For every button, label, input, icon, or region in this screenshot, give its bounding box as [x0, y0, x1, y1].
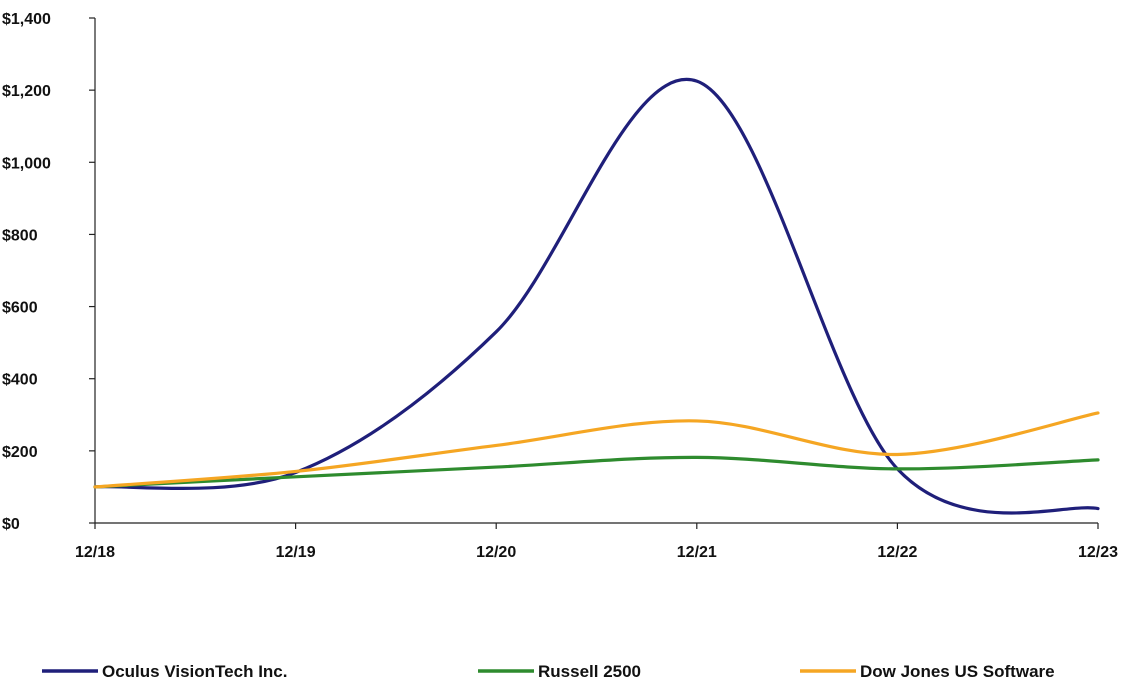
- x-tick-label: 12/18: [75, 544, 115, 561]
- series-line-3: [93, 411, 1100, 489]
- x-tick-label: 12/23: [1078, 544, 1118, 561]
- y-tick-label: $1,200: [2, 83, 51, 100]
- legend-label: Dow Jones US Software: [860, 662, 1055, 681]
- x-tick-label: 12/22: [877, 544, 917, 561]
- x-tick-label: 12/21: [677, 544, 717, 561]
- y-tick-label: $400: [2, 372, 38, 389]
- legend-label: Oculus VisionTech Inc.: [102, 662, 287, 681]
- x-tick-label: 12/20: [476, 544, 516, 561]
- legend-label: Russell 2500: [538, 662, 641, 681]
- series-lines: [93, 77, 1100, 515]
- y-axis-ticks: $0 $200 $400 $600 $800 $1,000 $1,200 $1,400: [2, 11, 95, 533]
- x-axis-ticks: 12/18 12/19 12/20 12/21 12/22 12/23: [75, 523, 1118, 561]
- y-tick-label: $200: [2, 444, 38, 461]
- y-tick-label: $600: [2, 300, 38, 317]
- y-tick-label: $800: [2, 227, 38, 244]
- y-tick-label: $1,000: [2, 155, 51, 172]
- legend: Oculus VisionTech Inc. Russell 2500 Dow Jo…: [42, 662, 1055, 681]
- series-line-2: [93, 455, 1100, 489]
- x-tick-label: 12/19: [276, 544, 316, 561]
- y-tick-label: $1,400: [2, 11, 51, 28]
- y-tick-label: $0: [2, 516, 20, 533]
